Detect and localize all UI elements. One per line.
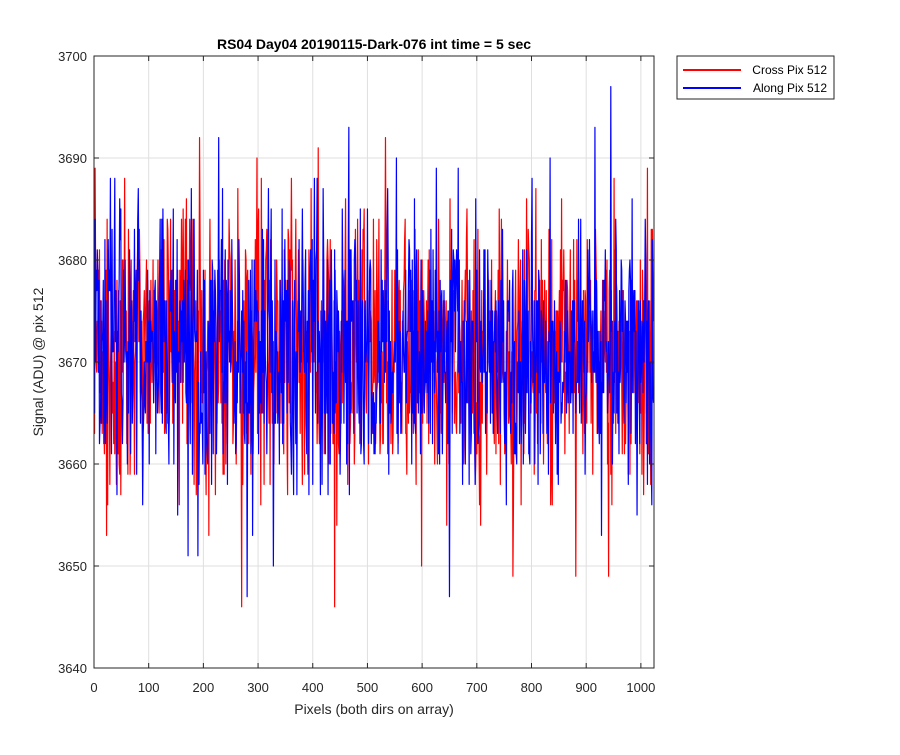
x-tick-label: 500: [357, 680, 379, 695]
x-tick-label: 100: [138, 680, 160, 695]
x-tick-label: 1000: [626, 680, 655, 695]
y-tick-label: 3700: [58, 49, 87, 64]
y-tick-label: 3670: [58, 355, 87, 370]
y-tick-label: 3660: [58, 457, 87, 472]
x-tick-label: 300: [247, 680, 269, 695]
x-tick-label: 800: [521, 680, 543, 695]
legend-label-along: Along Pix 512: [753, 81, 827, 95]
legend: Cross Pix 512 Along Pix 512: [676, 55, 835, 100]
y-axis-label: Signal (ADU) @ pix 512: [30, 287, 46, 436]
series-layer: [94, 86, 654, 608]
x-tick-label: 200: [193, 680, 215, 695]
legend-box: [676, 55, 835, 100]
y-tick-label: 3640: [58, 661, 87, 676]
series-line-along-pix-512: [94, 86, 654, 598]
x-tick-label: 600: [411, 680, 433, 695]
legend-label-cross: Cross Pix 512: [752, 63, 827, 77]
ticks: [93, 55, 654, 669]
x-axis-label: Pixels (both dirs on array): [294, 701, 454, 717]
y-tick-label: 3680: [58, 253, 87, 268]
x-tick-labels: 0 100 200 300 400 500 600 700 800 900 1000: [90, 680, 655, 695]
y-tick-label: 3690: [58, 151, 87, 166]
x-tick-label: 700: [466, 680, 488, 695]
chart-title: RS04 Day04 20190115-Dark-076 int time = …: [217, 36, 531, 52]
y-tick-label: 3650: [58, 559, 87, 574]
x-tick-label: 400: [302, 680, 324, 695]
y-tick-labels: 3640 3650 3660 3670 3680 3690 3700: [58, 49, 87, 676]
x-tick-label: 900: [575, 680, 597, 695]
x-tick-label: 0: [90, 680, 97, 695]
